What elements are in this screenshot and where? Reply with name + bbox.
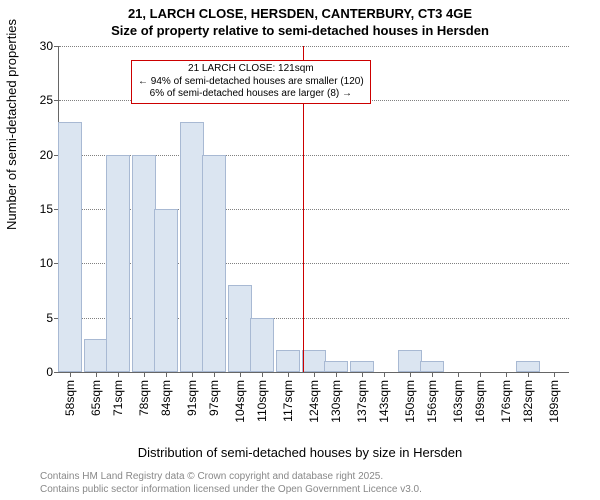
x-tick-label: 143sqm [377,380,391,423]
annotation-line: 6% of semi-detached houses are larger (8… [138,88,364,101]
y-tick-mark [54,46,59,47]
y-tick-label: 0 [46,365,53,379]
x-tick-label: 189sqm [547,380,561,423]
histogram-bar [250,318,274,372]
histogram-bar [350,361,374,372]
x-tick-label: 156sqm [425,380,439,423]
x-tick-mark [214,372,215,377]
x-tick-label: 169sqm [473,380,487,423]
titles: 21, LARCH CLOSE, HERSDEN, CANTERBURY, CT… [0,6,600,38]
x-tick-mark [336,372,337,377]
y-tick-label: 15 [40,202,53,216]
histogram-bar [302,350,326,372]
x-tick-mark [288,372,289,377]
x-tick-mark [432,372,433,377]
histogram-bar [398,350,422,372]
histogram-bar [132,155,156,372]
x-tick-mark [314,372,315,377]
x-tick-label: 65sqm [89,380,103,416]
x-tick-label: 124sqm [307,380,321,423]
x-tick-label: 97sqm [207,380,221,416]
x-tick-label: 163sqm [451,380,465,423]
histogram-bar [276,350,300,372]
histogram-bar [516,361,540,372]
y-tick-label: 5 [46,311,53,325]
x-tick-mark [96,372,97,377]
x-tick-mark [166,372,167,377]
x-tick-label: 58sqm [63,380,77,416]
x-tick-label: 71sqm [111,380,125,416]
x-tick-mark [410,372,411,377]
y-tick-label: 25 [40,93,53,107]
x-tick-mark [192,372,193,377]
histogram-bar [228,285,252,372]
histogram-bar [84,339,108,372]
x-tick-label: 110sqm [255,380,269,422]
x-tick-mark [118,372,119,377]
y-tick-label: 20 [40,148,53,162]
x-tick-label: 182sqm [521,380,535,423]
x-tick-label: 91sqm [185,380,199,416]
x-tick-mark [240,372,241,377]
x-tick-mark [262,372,263,377]
y-tick-label: 30 [40,39,53,53]
histogram-bar [420,361,444,372]
x-tick-label: 117sqm [281,380,295,422]
x-tick-mark [528,372,529,377]
gridline [59,46,569,47]
histogram-bar [324,361,348,372]
x-tick-label: 104sqm [233,380,247,423]
x-tick-mark [554,372,555,377]
x-tick-mark [70,372,71,377]
x-tick-mark [362,372,363,377]
attribution-footer: Contains HM Land Registry data © Crown c… [40,471,422,496]
chart-container: 21, LARCH CLOSE, HERSDEN, CANTERBURY, CT… [0,0,600,500]
histogram-bar [180,122,204,372]
y-tick-mark [54,372,59,373]
annotation-line: 21 LARCH CLOSE: 121sqm [138,63,364,76]
annotation-box: 21 LARCH CLOSE: 121sqm← 94% of semi-deta… [131,60,371,104]
x-tick-label: 150sqm [403,380,417,423]
annotation-line: ← 94% of semi-detached houses are smalle… [138,76,364,89]
x-tick-mark [480,372,481,377]
x-tick-label: 84sqm [159,380,173,416]
histogram-bar [202,155,226,372]
histogram-bar [154,209,178,372]
histogram-bar [58,122,82,372]
histogram-bar [106,155,130,372]
title-line-2: Size of property relative to semi-detach… [0,23,600,38]
plot-area: 05101520253058sqm65sqm71sqm78sqm84sqm91s… [58,46,569,373]
x-tick-mark [384,372,385,377]
y-axis-label: Number of semi-detached properties [4,19,19,230]
title-line-1: 21, LARCH CLOSE, HERSDEN, CANTERBURY, CT… [0,6,600,21]
footer-line-2: Contains public sector information licen… [40,484,422,497]
x-tick-label: 176sqm [499,380,513,423]
x-tick-mark [506,372,507,377]
footer-line-1: Contains HM Land Registry data © Crown c… [40,471,422,484]
y-tick-mark [54,100,59,101]
x-tick-label: 78sqm [137,380,151,416]
x-tick-label: 137sqm [355,380,369,423]
x-tick-label: 130sqm [329,380,343,423]
y-tick-label: 10 [40,256,53,270]
x-tick-mark [144,372,145,377]
x-axis-label: Distribution of semi-detached houses by … [0,445,600,460]
x-tick-mark [458,372,459,377]
